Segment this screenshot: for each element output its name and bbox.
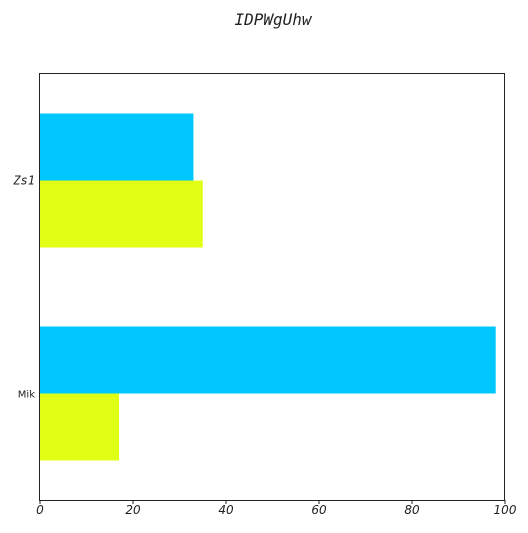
bars-layer bbox=[40, 113, 496, 461]
bar-mik-series-2 bbox=[40, 393, 120, 461]
chart-title: IDPWgUhw bbox=[234, 10, 312, 29]
x-tick-label: 100 bbox=[494, 503, 517, 517]
x-tick-label: 20 bbox=[125, 503, 141, 517]
y-axis-ticks: Zs1 Mik bbox=[12, 174, 35, 401]
y-tick-label: Mik bbox=[18, 390, 35, 401]
x-tick-label: 0 bbox=[36, 503, 44, 517]
x-tick-label: 40 bbox=[218, 503, 234, 517]
bar-mik-series-1 bbox=[40, 326, 496, 394]
plot-frame bbox=[39, 73, 505, 501]
x-axis-ticks: 0 20 40 60 80 100 bbox=[36, 500, 517, 517]
y-tick-label: Zs1 bbox=[12, 174, 35, 188]
bar-zs1-series-1 bbox=[40, 113, 194, 181]
x-tick-label: 60 bbox=[311, 503, 327, 517]
bar-zs1-series-2 bbox=[40, 180, 203, 248]
x-tick-label: 80 bbox=[404, 503, 420, 517]
